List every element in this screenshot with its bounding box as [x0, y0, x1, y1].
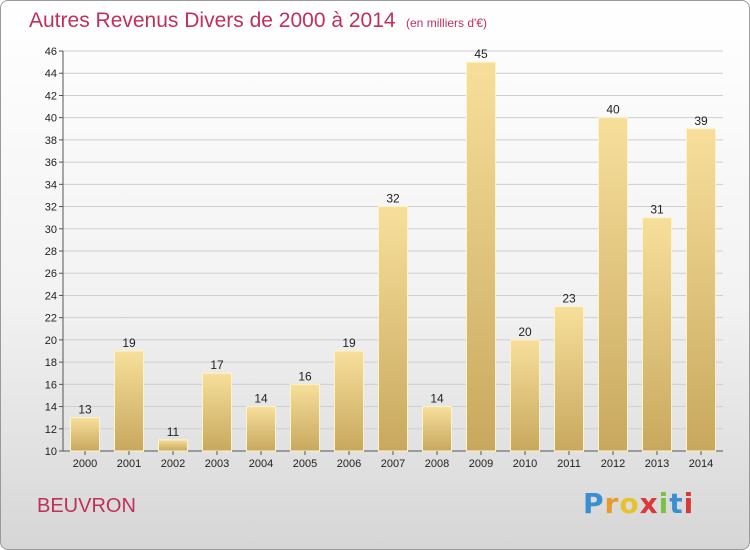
- bars: [70, 61, 716, 452]
- data-label: 19: [342, 336, 356, 350]
- y-tick-label: 18: [45, 357, 57, 369]
- y-tick-label: 42: [45, 90, 57, 102]
- x-tick-label: 2000: [73, 458, 97, 470]
- bar: [290, 383, 320, 452]
- x-tick-label: 2013: [645, 458, 669, 470]
- place-name: BEUVRON: [37, 495, 136, 517]
- bar: [158, 439, 188, 452]
- bar: [510, 339, 540, 452]
- bar: [642, 217, 672, 452]
- y-tick-label: 12: [45, 424, 57, 436]
- x-tick-label: 2009: [469, 458, 493, 470]
- bar: [422, 406, 452, 452]
- logo-letter: r: [604, 487, 620, 520]
- logo-letter: P: [583, 487, 605, 520]
- y-tick-label: 36: [45, 157, 57, 169]
- data-label: 17: [210, 358, 224, 372]
- data-label: 40: [606, 103, 620, 117]
- data-labels: 13 19 11 17 14 16 19 32 14 45 20 23 40 31 39: [78, 47, 708, 439]
- y-tick-label: 40: [45, 113, 57, 125]
- bar: [70, 417, 100, 452]
- data-label: 16: [298, 369, 312, 383]
- y-tick-label: 46: [45, 46, 57, 58]
- data-label: 23: [562, 292, 576, 306]
- title-text: Autres Revenus Divers de 2000 à 2014: [29, 9, 396, 32]
- y-tick-label: 32: [45, 202, 57, 214]
- data-label: 32: [386, 192, 400, 206]
- logo-letter: t: [669, 487, 684, 520]
- y-tick-label: 44: [45, 68, 57, 80]
- proxiti-logo: Proxiti: [583, 487, 694, 520]
- data-label: 11: [167, 425, 180, 439]
- y-tick-label: 22: [45, 313, 57, 325]
- y-tick-label: 16: [45, 379, 57, 391]
- bar: [246, 406, 276, 452]
- bar: [466, 61, 496, 452]
- chart-title: Autres Revenus Divers de 2000 à 2014 (en…: [29, 9, 487, 33]
- data-label: 31: [650, 203, 664, 217]
- y-tick-label: 24: [45, 290, 57, 302]
- y-tick-label: 34: [45, 179, 57, 191]
- bar: [554, 306, 584, 452]
- y-tick-label: 38: [45, 135, 57, 147]
- x-tick-label: 2002: [161, 458, 185, 470]
- y-tick-label: 20: [45, 335, 57, 347]
- x-tick-label: 2004: [249, 458, 273, 470]
- x-tick-label: 2003: [205, 458, 229, 470]
- logo-letter: i: [683, 487, 695, 520]
- bar: [686, 128, 716, 452]
- data-label: 14: [254, 392, 268, 406]
- y-tick-label: 28: [45, 246, 57, 258]
- bar: [378, 206, 408, 452]
- x-tick-label: 2006: [337, 458, 361, 470]
- data-label: 20: [518, 325, 532, 339]
- data-label: 45: [474, 47, 488, 61]
- data-label: 13: [78, 403, 92, 417]
- y-tick-label: 26: [45, 268, 57, 280]
- x-tick-label: 2008: [425, 458, 449, 470]
- data-label: 19: [122, 336, 136, 350]
- bar: [334, 350, 364, 452]
- y-tick-label: 30: [45, 224, 57, 236]
- x-tick-labels: 2000 2001 2002 2003 2004 2005 2006 2007 2008 2009…: [73, 451, 713, 470]
- x-tick-label: 2001: [117, 458, 141, 470]
- y-tick-label: 14: [45, 402, 57, 414]
- bar: [114, 350, 144, 452]
- bar: [202, 372, 232, 452]
- unit-note: (en milliers d'€): [406, 16, 487, 30]
- bar: [598, 117, 628, 452]
- data-label: 14: [430, 392, 444, 406]
- x-tick-label: 2012: [601, 458, 625, 470]
- x-tick-label: 2007: [381, 458, 405, 470]
- x-tick-label: 2010: [513, 458, 537, 470]
- logo-letter: i: [658, 487, 670, 520]
- logo-letter: o: [619, 487, 640, 520]
- logo-letter: x: [639, 487, 659, 520]
- x-tick-label: 2011: [557, 458, 581, 470]
- y-tick-labels: 10 12 14 16 18 20 22 24 26 28 30 32 34 36 38 40 42 44 46: [45, 46, 57, 458]
- y-tick-label: 10: [45, 446, 57, 458]
- data-label: 39: [694, 114, 708, 128]
- x-tick-label: 2005: [293, 458, 317, 470]
- x-tick-label: 2014: [689, 458, 713, 470]
